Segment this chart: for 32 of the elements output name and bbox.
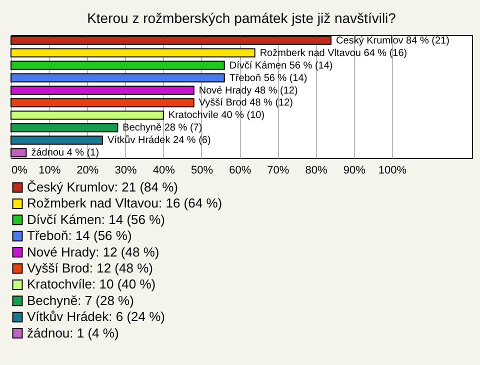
x-tick-label: 20% bbox=[76, 164, 99, 176]
data-label: Rožmberk nad Vltavou 64 % (16) bbox=[260, 48, 408, 59]
x-tick-label: 80% bbox=[305, 164, 328, 176]
data-label: Dívčí Kámen 56 % (14) bbox=[229, 60, 333, 72]
legend-label: Dívčí Kámen: 14 (56 %) bbox=[27, 212, 165, 227]
x-tick-label: 70% bbox=[267, 164, 290, 176]
chart-title: Kterou z rožmberských památek jste již navštívili? bbox=[87, 10, 396, 26]
data-label: Vítkův Hrádek 24 % (6) bbox=[107, 134, 211, 146]
x-tick-label: 90% bbox=[343, 164, 366, 176]
legend-label: Český Krumlov: 21 (84 %) bbox=[27, 180, 178, 194]
x-tick-label: 10% bbox=[38, 164, 61, 176]
x-tick-label: 40% bbox=[152, 164, 176, 176]
legend-label: Třeboň: 14 (56 %) bbox=[27, 228, 132, 244]
data-label: Kratochvíle 40 % (10) bbox=[168, 110, 265, 122]
data-label: Vyšší Brod 48 % (12) bbox=[198, 98, 293, 109]
data-label: Nové Hrady 48 % (12) bbox=[198, 85, 298, 96]
legend-label: Vyšší Brod: 12 (48 %) bbox=[27, 260, 153, 276]
x-tick-label: 0% bbox=[12, 164, 28, 176]
legend-label: Bechyně: 7 (28 %) bbox=[27, 292, 134, 308]
legend-label: žádnou: 1 (4 %) bbox=[27, 325, 119, 340]
x-tick-label: 50% bbox=[190, 164, 214, 176]
legend-label: Kratochvíle: 10 (40 %) bbox=[27, 276, 156, 292]
data-label: Třeboň 56 % (14) bbox=[229, 72, 308, 84]
legend-label: Rožmberk nad Vltavou: 16 (64 %) bbox=[27, 196, 222, 211]
data-label: Bechyně 28 % (7) bbox=[122, 122, 202, 134]
legend-label: Nové Hrady: 12 (48 %) bbox=[27, 244, 160, 260]
x-tick-label: 30% bbox=[114, 164, 138, 176]
legend-label: Vítkův Hrádek: 6 (24 %) bbox=[27, 309, 165, 324]
x-tick-label: 60% bbox=[229, 164, 252, 176]
x-tick-label: 100% bbox=[378, 164, 407, 176]
data-label: Český Krumlov 84 % (21) bbox=[336, 34, 450, 46]
data-label: žádnou 4 % (1) bbox=[31, 148, 100, 159]
